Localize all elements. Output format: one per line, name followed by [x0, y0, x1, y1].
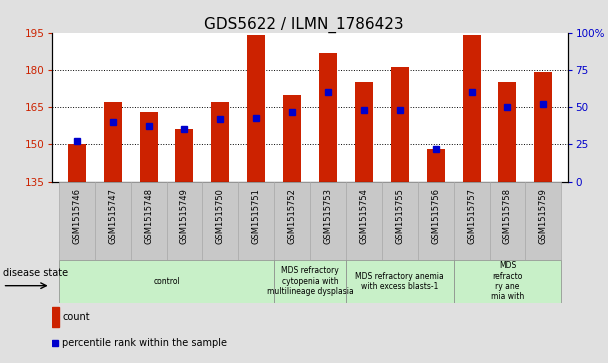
Bar [274, 182, 310, 260]
Bar [176, 130, 193, 182]
Bar [534, 72, 552, 182]
Text: MDS refractory
cytopenia with
multilineage dysplasia: MDS refractory cytopenia with multilinea… [267, 266, 353, 296]
Text: GSM1515756: GSM1515756 [431, 188, 440, 244]
Bar [274, 260, 346, 303]
Text: control: control [153, 277, 180, 286]
Text: count: count [63, 312, 90, 322]
Bar [59, 260, 274, 303]
Bar [418, 182, 454, 260]
Bar [247, 35, 265, 182]
Text: percentile rank within the sample: percentile rank within the sample [63, 338, 227, 348]
Bar [52, 307, 60, 327]
Text: GSM1515747: GSM1515747 [108, 188, 117, 244]
Text: GSM1515748: GSM1515748 [144, 188, 153, 244]
Text: GDS5622 / ILMN_1786423: GDS5622 / ILMN_1786423 [204, 16, 404, 33]
Bar [212, 102, 229, 182]
Bar [104, 102, 122, 182]
Bar [140, 112, 157, 182]
Text: GSM1515754: GSM1515754 [359, 188, 368, 244]
Bar [68, 144, 86, 182]
Bar [238, 182, 274, 260]
Text: GSM1515751: GSM1515751 [252, 188, 261, 244]
Bar [454, 260, 561, 303]
Bar [454, 182, 489, 260]
Bar [310, 182, 346, 260]
Bar [95, 182, 131, 260]
Text: GSM1515759: GSM1515759 [539, 188, 548, 244]
Text: MDS refractory anemia
with excess blasts-1: MDS refractory anemia with excess blasts… [356, 272, 444, 291]
Text: GSM1515757: GSM1515757 [467, 188, 476, 244]
Bar [355, 82, 373, 182]
Bar [59, 182, 95, 260]
Bar [463, 35, 480, 182]
Bar [346, 260, 454, 303]
Text: GSM1515746: GSM1515746 [72, 188, 81, 244]
Bar [391, 68, 409, 182]
Text: GSM1515752: GSM1515752 [288, 188, 297, 244]
Text: GSM1515750: GSM1515750 [216, 188, 225, 244]
Bar [499, 82, 516, 182]
Bar [319, 53, 337, 181]
Bar [525, 182, 561, 260]
Bar [346, 182, 382, 260]
Bar [427, 149, 444, 182]
Bar [167, 182, 202, 260]
Text: GSM1515749: GSM1515749 [180, 188, 189, 244]
Bar [131, 182, 167, 260]
Text: GSM1515753: GSM1515753 [323, 188, 333, 244]
Text: GSM1515755: GSM1515755 [395, 188, 404, 244]
Bar [382, 182, 418, 260]
Bar [202, 182, 238, 260]
Text: MDS
refracto
ry ane
mia with: MDS refracto ry ane mia with [491, 261, 524, 301]
Text: disease state: disease state [2, 268, 67, 278]
Text: GSM1515758: GSM1515758 [503, 188, 512, 244]
Bar [489, 182, 525, 260]
Bar [283, 95, 301, 182]
